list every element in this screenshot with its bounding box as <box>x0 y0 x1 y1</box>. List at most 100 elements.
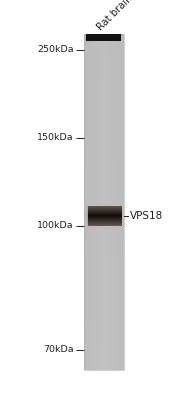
Bar <box>84 59 124 62</box>
Bar <box>84 45 124 48</box>
Bar <box>84 154 124 157</box>
Bar <box>110 34 112 370</box>
Bar <box>84 56 124 59</box>
Bar <box>84 65 124 68</box>
Bar <box>84 205 124 208</box>
Bar <box>85 206 88 226</box>
Bar <box>84 241 124 244</box>
Bar <box>84 230 124 233</box>
Bar <box>84 364 124 367</box>
Text: 70kDa: 70kDa <box>43 346 74 354</box>
Bar <box>84 37 124 40</box>
Bar <box>85 209 122 210</box>
Bar <box>84 275 124 278</box>
Bar <box>100 34 102 370</box>
Bar <box>84 146 124 149</box>
Bar <box>84 149 124 152</box>
Bar <box>84 115 124 118</box>
Bar <box>84 219 124 222</box>
Bar <box>84 118 124 121</box>
Bar <box>85 214 122 215</box>
Bar <box>85 221 122 222</box>
Bar <box>84 213 124 216</box>
Bar <box>84 166 124 168</box>
Bar <box>84 110 124 112</box>
Bar <box>84 247 124 250</box>
Bar <box>84 87 124 90</box>
Bar <box>112 34 114 370</box>
Bar <box>85 206 87 226</box>
Bar <box>84 138 124 140</box>
Bar <box>84 278 124 280</box>
Bar <box>84 339 124 342</box>
Bar <box>84 152 124 154</box>
Bar <box>84 160 124 163</box>
Bar <box>84 54 124 56</box>
Bar <box>84 171 124 174</box>
Bar <box>84 107 124 110</box>
Bar <box>84 129 124 132</box>
Bar <box>84 34 86 370</box>
Bar <box>84 314 124 317</box>
Bar <box>85 208 122 209</box>
Bar <box>84 79 124 82</box>
Bar <box>84 289 124 292</box>
Bar <box>120 34 122 370</box>
Bar <box>84 104 124 107</box>
Bar <box>84 325 124 328</box>
Bar <box>84 210 124 213</box>
Bar <box>84 250 124 252</box>
Bar <box>116 34 118 370</box>
Bar <box>84 163 124 166</box>
Bar <box>84 283 124 286</box>
Bar <box>84 208 124 210</box>
Bar <box>84 261 124 264</box>
Bar <box>84 188 124 191</box>
Bar <box>84 126 124 129</box>
Bar <box>84 124 124 126</box>
Bar <box>84 244 124 247</box>
Bar <box>84 297 124 300</box>
Bar <box>84 34 124 370</box>
Bar <box>84 62 124 65</box>
Bar <box>84 252 124 255</box>
Bar <box>84 132 124 135</box>
Bar <box>108 34 110 370</box>
Bar <box>85 206 88 226</box>
Bar <box>86 34 88 370</box>
Bar <box>85 217 122 218</box>
Bar <box>84 157 124 160</box>
Bar <box>84 121 124 124</box>
Bar <box>84 199 124 202</box>
Bar <box>85 224 122 225</box>
Bar <box>84 174 124 177</box>
Bar <box>85 215 122 216</box>
Bar <box>84 227 124 230</box>
Bar <box>84 317 124 320</box>
Bar <box>92 34 94 370</box>
Bar <box>84 342 124 345</box>
Bar <box>84 194 124 196</box>
Bar <box>85 213 122 214</box>
Bar <box>85 206 122 207</box>
Bar <box>104 34 106 370</box>
Bar <box>84 322 124 325</box>
Bar <box>85 219 122 220</box>
Bar <box>85 206 86 226</box>
Bar <box>84 300 124 303</box>
Bar <box>85 225 122 226</box>
Bar <box>84 264 124 266</box>
Bar <box>84 40 124 42</box>
Bar <box>84 292 124 294</box>
Bar <box>85 220 122 221</box>
Bar <box>84 143 124 146</box>
Bar <box>84 112 124 115</box>
Bar <box>84 185 124 188</box>
Bar <box>85 206 88 226</box>
Bar <box>84 320 124 322</box>
Bar <box>85 216 122 217</box>
Bar <box>106 34 108 370</box>
Text: 250kDa: 250kDa <box>37 46 74 54</box>
Bar <box>84 51 124 54</box>
Bar <box>102 34 104 370</box>
